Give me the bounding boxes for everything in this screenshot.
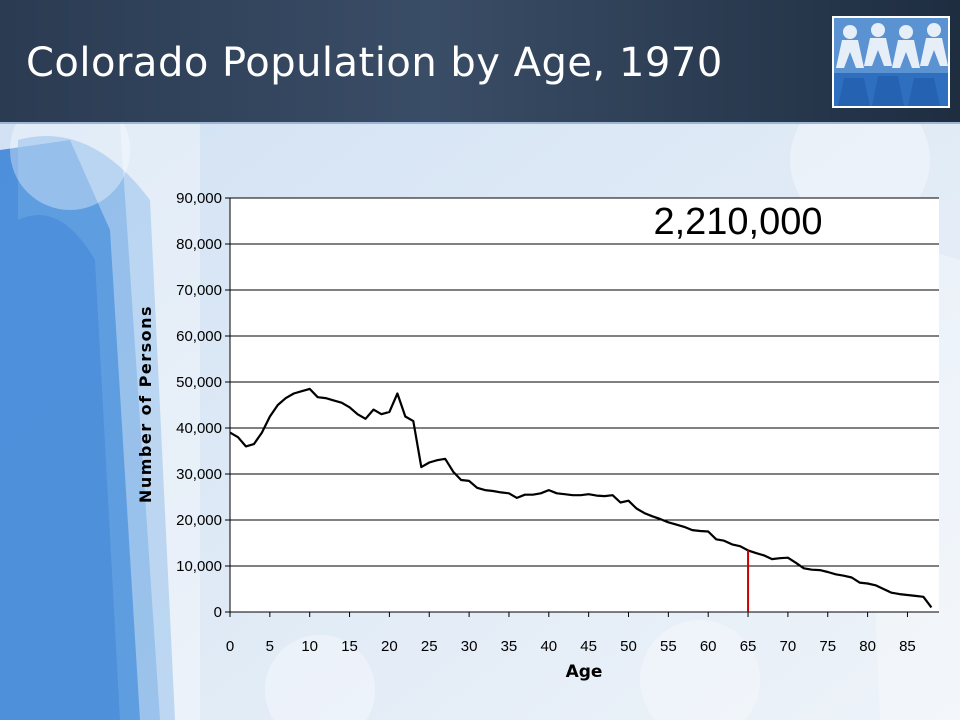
y-tick-label: 60,000 [176, 328, 222, 345]
x-tick-label: 10 [301, 638, 318, 655]
x-tick-label: 70 [780, 638, 797, 655]
x-tick-label: 85 [899, 638, 916, 655]
x-tick-label: 40 [540, 638, 557, 655]
plot-area [230, 198, 939, 612]
x-tick-label: 45 [580, 638, 597, 655]
x-axis-tick-labels: 0 5 10 15 20 25 30 35 40 45 50 55 60 65 70 75 80 85 [226, 612, 916, 655]
series-group [229, 387, 933, 609]
x-tick-label: 65 [740, 638, 757, 655]
x-tick-label: 35 [501, 638, 518, 655]
y-tick-label: 90,000 [176, 190, 222, 207]
y-tick-label: 70,000 [176, 282, 222, 299]
x-tick-label: 20 [381, 638, 398, 655]
x-tick-label: 60 [700, 638, 717, 655]
x-tick-label: 25 [421, 638, 438, 655]
y-tick-label: 80,000 [176, 236, 222, 253]
paper-people-logo [832, 16, 950, 108]
total-population-annotation: 2,210,000 [653, 201, 822, 243]
x-axis-title: Age [566, 662, 603, 682]
x-tick-label: 80 [859, 638, 876, 655]
x-tick-label: 50 [620, 638, 637, 655]
title-bar: Colorado Population by Age, 1970 [0, 0, 960, 124]
y-tick-label: 20,000 [176, 512, 222, 529]
y-tick-label: 10,000 [176, 558, 222, 575]
y-axis-tick-labels: 0 10,000 20,000 30,000 40,000 50,000 60,000 70,… [176, 190, 230, 621]
x-tick-label: 5 [266, 638, 274, 655]
paper-people-icon [834, 18, 948, 106]
gridlines [230, 197, 939, 567]
y-tick-label: 50,000 [176, 374, 222, 391]
y-tick-label: 40,000 [176, 420, 222, 437]
y-tick-label: 30,000 [176, 466, 222, 483]
x-tick-label: 75 [819, 638, 836, 655]
y-axis-title: Number of Persons [136, 305, 155, 503]
x-tick-label: 30 [461, 638, 478, 655]
x-tick-label: 0 [226, 638, 234, 655]
population-series-line [229, 387, 933, 609]
slide-title: Colorado Population by Age, 1970 [26, 40, 723, 86]
x-tick-label: 15 [341, 638, 358, 655]
y-tick-label: 0 [214, 604, 222, 621]
x-tick-label: 55 [660, 638, 677, 655]
